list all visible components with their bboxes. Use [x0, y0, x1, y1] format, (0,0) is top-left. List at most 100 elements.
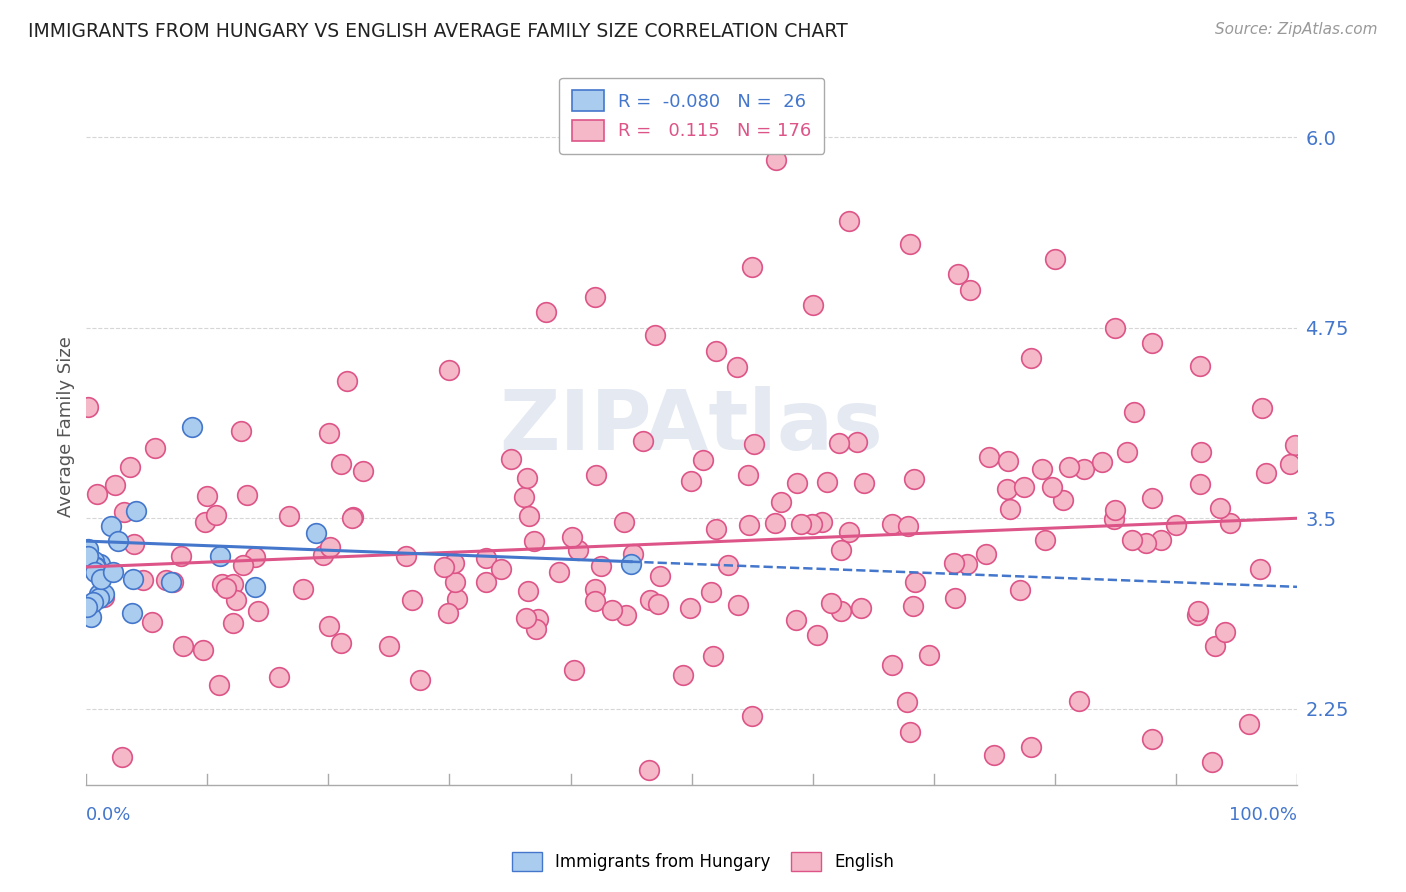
Text: 0.0%: 0.0%: [86, 806, 132, 824]
Point: [125, 503, 148, 517]
Point: [112, 505, 135, 519]
Point: [738, 518, 761, 533]
Point: [82, 595, 104, 609]
Point: [443, 556, 465, 570]
Point: [1278, 458, 1301, 472]
Point: [959, 283, 981, 297]
Point: [882, 517, 904, 532]
Point: [561, 530, 583, 544]
Point: [204, 508, 226, 522]
Point: [77, 400, 100, 414]
Point: [548, 565, 571, 579]
Point: [162, 575, 184, 590]
Point: [1201, 755, 1223, 769]
Point: [786, 475, 808, 490]
Point: [318, 619, 340, 633]
Text: IMMIGRANTS FROM HUNGARY VS ENGLISH AVERAGE FAMILY SIZE CORRELATION CHART: IMMIGRANTS FROM HUNGARY VS ENGLISH AVERA…: [28, 22, 848, 41]
Point: [903, 472, 925, 486]
Point: [1019, 351, 1042, 366]
Point: [1150, 533, 1173, 547]
Point: [209, 549, 232, 564]
Point: [648, 569, 671, 583]
Point: [1250, 401, 1272, 415]
Point: [121, 572, 143, 586]
Point: [769, 495, 792, 509]
Point: [904, 575, 927, 590]
Point: [811, 515, 834, 529]
Point: [101, 565, 124, 579]
Point: [89, 587, 111, 601]
Point: [704, 343, 727, 358]
Point: [312, 548, 335, 562]
Point: [800, 517, 823, 532]
Point: [1284, 438, 1306, 452]
Point: [89, 557, 111, 571]
Point: [820, 596, 842, 610]
Point: [93, 587, 115, 601]
Point: [741, 709, 763, 723]
Point: [229, 424, 252, 438]
Point: [215, 581, 238, 595]
Point: [401, 592, 423, 607]
Point: [806, 628, 828, 642]
Point: [727, 598, 749, 612]
Point: [725, 360, 748, 375]
Point: [998, 502, 1021, 516]
Point: [1187, 607, 1209, 622]
Point: [1067, 694, 1090, 708]
Point: [277, 508, 299, 523]
Point: [76, 549, 98, 564]
Point: [706, 522, 728, 536]
Point: [141, 615, 163, 630]
Point: [838, 214, 860, 228]
Point: [1008, 582, 1031, 597]
Point: [83, 554, 105, 568]
Point: [614, 608, 637, 623]
Point: [336, 374, 359, 388]
Point: [329, 457, 352, 471]
Point: [352, 464, 374, 478]
Point: [517, 509, 540, 524]
Point: [444, 574, 467, 589]
Point: [516, 471, 538, 485]
Point: [143, 441, 166, 455]
Point: [342, 511, 364, 525]
Point: [155, 573, 177, 587]
Point: [765, 153, 787, 167]
Point: [475, 550, 498, 565]
Point: [194, 515, 217, 529]
Point: [830, 604, 852, 618]
Point: [90, 586, 112, 600]
Point: [1033, 533, 1056, 547]
Point: [942, 556, 965, 570]
Point: [84, 560, 107, 574]
Point: [342, 509, 364, 524]
Point: [1019, 739, 1042, 754]
Point: [1043, 252, 1066, 266]
Point: [515, 611, 537, 625]
Point: [305, 526, 328, 541]
Point: [1091, 455, 1114, 469]
Point: [1059, 459, 1081, 474]
Point: [195, 489, 218, 503]
Point: [898, 236, 921, 251]
Point: [1052, 493, 1074, 508]
Point: [1237, 717, 1260, 731]
Point: [789, 517, 811, 532]
Point: [232, 558, 254, 572]
Text: 100.0%: 100.0%: [1229, 806, 1296, 824]
Point: [80, 610, 103, 624]
Point: [181, 419, 204, 434]
Point: [474, 574, 496, 589]
Point: [1256, 466, 1278, 480]
Point: [763, 516, 786, 531]
Point: [489, 562, 512, 576]
Point: [583, 582, 606, 596]
Point: [523, 533, 546, 548]
Point: [437, 606, 460, 620]
Point: [132, 573, 155, 587]
Point: [853, 475, 876, 490]
Point: [567, 542, 589, 557]
Point: [1031, 462, 1053, 476]
Point: [225, 593, 247, 607]
